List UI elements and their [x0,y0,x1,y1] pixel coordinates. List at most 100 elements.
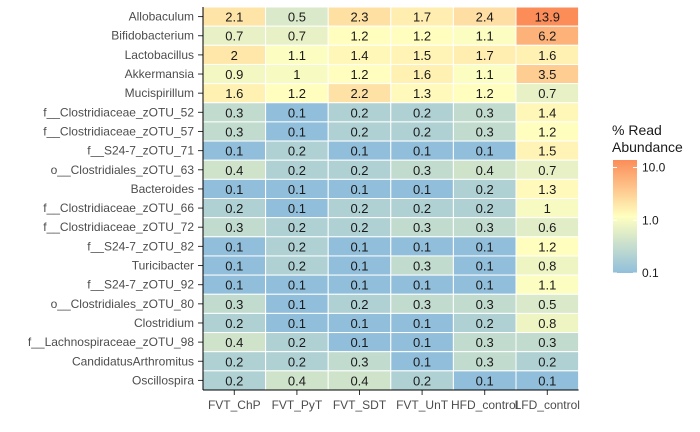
row-label-f-lachnospiraceae-zotu-98: f__Lachnospiraceae_zOTU_98 [28,335,194,349]
cell-value-label: 0.4 [225,163,243,178]
cell-value-label: 0.7 [225,29,243,44]
legend-color-bar [613,160,637,273]
cell-value-label: 1.5 [538,144,556,159]
cell-value-label: 2.1 [225,10,243,25]
cell-value-label: 0.1 [288,316,306,331]
row-label-bacteroides: Bacteroides [131,182,194,196]
cell-value-label: 0.1 [288,201,306,216]
cell-value-label: 0.3 [413,220,431,235]
cell-value-label: 0.2 [350,220,368,235]
cell-value-label: 1.6 [538,48,556,63]
cell-value-label: 0.1 [225,259,243,274]
cell-value-label: 1.2 [538,124,556,139]
legend-title-line2: Abundance [612,139,683,155]
cell-value-label: 0.7 [538,86,556,101]
cell-value-label: 2.3 [350,10,368,25]
row-label-f-clostridiaceae-zotu-57: f__Clostridiaceae_zOTU_57 [43,124,194,138]
cell-value-label: 0.1 [350,182,368,197]
cell-value-label: 0.3 [225,105,243,120]
cell-value-label: 1.3 [538,182,556,197]
cell-value-label: 0.2 [288,239,306,254]
cell-value-label: 0.2 [288,335,306,350]
cell-value-label: 0.1 [225,182,243,197]
cell-value-label: 0.2 [288,259,306,274]
cell-value-label: 1.6 [413,67,431,82]
cell-value-label: 0.1 [476,259,494,274]
cell-value-label: 0.1 [350,259,368,274]
cell-value-label: 1.6 [225,86,243,101]
cell-value-label: 0.1 [413,335,431,350]
cell-value-label: 1.2 [350,29,368,44]
legend-tick-label: 0.1 [642,266,659,280]
cell-value-label: 1.3 [413,86,431,101]
cell-value-label: 1.2 [476,86,494,101]
cell-value-label: 0.3 [413,297,431,312]
cell-value-label: 0.7 [538,163,556,178]
cell-value-label: 1.2 [413,29,431,44]
cell-value-label: 0.1 [288,278,306,293]
cell-value-label: 0.1 [413,316,431,331]
row-label-f-clostridiaceae-zotu-72: f__Clostridiaceae_zOTU_72 [43,220,194,234]
cell-value-label: 0.3 [476,297,494,312]
legend-tick-label: 10.0 [642,161,666,175]
cell-labels-layer: 2.1 0.5 2.3 1.7 2.4 13.9 0.7 0.7 1.2 1.2 1.1 6.2 2 1.… [225,10,560,389]
cell-value-label: 1.1 [538,278,556,293]
row-label-f-s24-7-zotu-71: f__S24-7_zOTU_71 [87,144,194,158]
cell-value-label: 1.4 [538,105,556,120]
cell-value-label: 0.2 [413,105,431,120]
col-label-fvt-sdt: FVT_SDT [333,398,387,412]
cell-value-label: 0.2 [413,124,431,139]
row-label-mucispirillum: Mucispirillum [125,86,194,100]
cell-value-label: 1.1 [476,29,494,44]
cell-value-label: 1.4 [350,48,368,63]
row-label-f-s24-7-zotu-82: f__S24-7_zOTU_82 [87,239,194,253]
cell-value-label: 0.3 [476,124,494,139]
row-label-o-clostridiales-zotu-63: o__Clostridiales_zOTU_63 [51,163,195,177]
cell-value-label: 0.1 [288,124,306,139]
cell-value-label: 0.4 [288,373,306,388]
color-legend: % Read Abundance 10.0 1.0 0.1 [612,122,683,280]
cell-value-label: 1.2 [538,239,556,254]
cell-value-label: 1 [544,201,551,216]
col-label-hfd-control: HFD_control [451,398,518,412]
cell-value-label: 0.1 [225,144,243,159]
cell-value-label: 0.2 [288,144,306,159]
row-label-candidatusarthromitus: CandidatusArthromitus [72,354,194,368]
cell-value-label: 1.1 [476,67,494,82]
cell-value-label: 1.2 [288,86,306,101]
cell-value-label: 0.6 [538,220,556,235]
cell-value-label: 0.1 [288,105,306,120]
cell-value-label: 1 [293,67,300,82]
cell-value-label: 0.9 [225,67,243,82]
cell-value-label: 13.9 [535,10,560,25]
cell-value-label: 0.2 [288,354,306,369]
cell-value-label: 0.2 [225,201,243,216]
cell-value-label: 0.1 [413,354,431,369]
axes-layer [198,7,579,395]
col-label-fvt-pyt: FVT_PyT [272,398,323,412]
legend-tick-label: 1.0 [642,213,659,227]
row-labels-layer: Allobaculum Bifidobacterium Lactobacillus A… [28,10,194,388]
cell-value-label: 0.4 [225,335,243,350]
cell-value-label: 0.2 [413,201,431,216]
row-label-turicibacter: Turicibacter [132,259,194,273]
cell-value-label: 0.2 [288,220,306,235]
cell-value-label: 0.3 [225,124,243,139]
cell-value-label: 0.3 [476,354,494,369]
cell-value-label: 0.4 [476,163,494,178]
col-label-lfd-control: LFD_control [515,398,580,412]
cell-value-label: 0.1 [288,297,306,312]
cell-value-label: 0.1 [350,316,368,331]
cell-value-label: 0.1 [538,373,556,388]
cell-value-label: 0.7 [288,29,306,44]
cells-layer [202,6,580,391]
row-label-lactobacillus: Lactobacillus [125,48,194,62]
cell-value-label: 0.3 [476,105,494,120]
cell-value-label: 0.4 [350,373,368,388]
col-label-fvt-chp: FVT_ChP [208,398,261,412]
cell-value-label: 0.3 [225,220,243,235]
cell-value-label: 1.5 [413,48,431,63]
cell-value-label: 0.2 [225,354,243,369]
cell-value-label: 0.2 [350,297,368,312]
